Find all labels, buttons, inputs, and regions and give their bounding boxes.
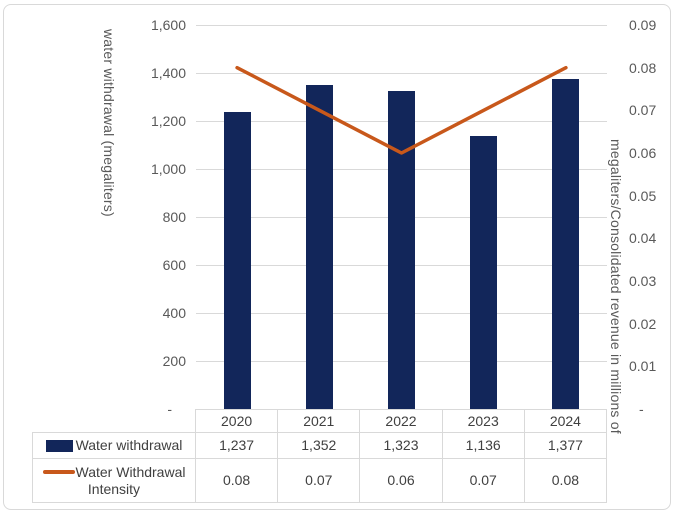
year-header-cell: 2020	[196, 409, 279, 433]
right-tick-label: -	[639, 401, 644, 417]
right-tick-label: 0.06	[629, 145, 657, 161]
year-header-cell: 2021	[278, 409, 361, 433]
left-tick-label: 1,400	[150, 65, 186, 81]
left-tick-label: 1,600	[150, 17, 186, 33]
bar-2024	[552, 78, 580, 409]
year-header-cell: 2024	[524, 409, 607, 433]
left-tick-label: -	[167, 401, 172, 417]
line-value-cell: 0.07	[278, 459, 361, 503]
table-corner-cell	[32, 409, 196, 433]
line-value-cell: 0.06	[360, 459, 443, 503]
bar-2021	[305, 84, 333, 409]
data-table: 2020 2021 2022 2023 2024 Water withdrawal 1,23…	[32, 409, 607, 503]
right-tick-label: 0.07	[629, 102, 657, 119]
line-value-cell: 0.08	[524, 459, 607, 503]
bar-series-swatch-icon	[45, 439, 73, 452]
year-header-cell: 2023	[442, 409, 525, 433]
bar-value-cell: 1,377	[524, 433, 607, 459]
right-tick-label: 0.02	[629, 315, 657, 332]
gridline	[196, 73, 607, 74]
left-tick-label: 800	[162, 209, 186, 225]
bar-2023	[470, 136, 498, 409]
trend-line-layer	[235, 65, 568, 155]
gridline	[196, 25, 607, 26]
line-series-swatch-icon	[42, 469, 75, 474]
bar-value-cell: 1,136	[442, 433, 525, 459]
right-tick-label: 0.09	[629, 17, 657, 33]
bar-value-cell: 1,323	[360, 433, 443, 459]
left-tick-label: 1,000	[150, 161, 186, 177]
year-header-cell: 2022	[360, 409, 443, 433]
left-tick-label: 600	[162, 257, 186, 273]
right-tick-label: 0.03	[629, 273, 657, 289]
legend-water-withdrawal: Water withdrawal	[32, 433, 196, 459]
right-tick-label: 0.04	[629, 230, 657, 247]
trend-line	[235, 65, 568, 155]
line-series-label: Water Withdrawal Intensity	[75, 463, 186, 497]
bar-2022	[388, 91, 415, 409]
line-value-cell: 0.07	[442, 459, 525, 503]
legend-water-withdrawal-intensity: Water Withdrawal Intensity	[32, 459, 196, 503]
bar-series-label: Water withdrawal	[75, 437, 183, 454]
right-tick-label: 0.05	[629, 187, 657, 204]
right-tick-label: 0.08	[629, 59, 657, 76]
line-value-cell: 0.08	[196, 459, 279, 503]
bar-value-cell: 1,352	[278, 433, 361, 459]
bar-2020	[223, 112, 251, 409]
left-axis-title: water withdrawal (megaliters)	[101, 29, 117, 217]
left-tick-label: 1,200	[150, 113, 186, 129]
bar-value-cell: 1,237	[196, 433, 279, 459]
left-tick-label: 400	[162, 305, 186, 321]
right-tick-label: 0.01	[629, 358, 657, 375]
left-tick-label: 200	[162, 353, 186, 369]
right-axis-title: megaliters/Consolidated revenue in milli…	[608, 139, 624, 434]
